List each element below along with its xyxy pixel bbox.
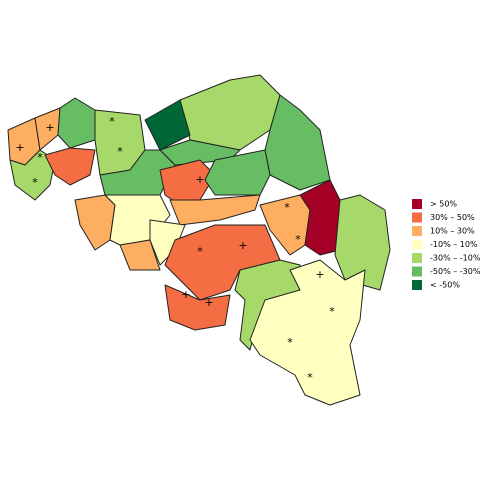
markers: + + * * * * * + * * + + + + * * * (15, 115, 335, 384)
legend-swatch (412, 253, 422, 263)
legend-label: < -50% (430, 281, 460, 290)
region (249, 259, 366, 406)
marker: + (15, 141, 24, 154)
region (119, 239, 161, 271)
marker: + (181, 288, 190, 301)
marker: * (284, 201, 290, 214)
marker: + (195, 173, 204, 186)
region (44, 147, 96, 186)
legend-swatch (412, 226, 422, 236)
legend-swatch (412, 239, 422, 250)
region (144, 99, 191, 151)
region (299, 179, 341, 256)
legend-swatch (412, 280, 422, 290)
marker: * (307, 371, 313, 384)
legend-label: > 50% (430, 200, 457, 209)
legend-swatch (412, 199, 422, 209)
marker: * (32, 176, 38, 189)
marker: + (45, 121, 54, 134)
legend-label: 10% – 30% (430, 227, 475, 236)
legend-swatch (412, 266, 422, 277)
marker: * (109, 115, 115, 128)
marker: * (117, 145, 123, 158)
marker: * (197, 245, 203, 258)
region (74, 194, 116, 251)
region (334, 194, 391, 291)
regions (7, 74, 391, 406)
region (9, 149, 56, 201)
legend-label: -50% – -30% (430, 267, 480, 276)
marker: * (329, 305, 335, 318)
region (164, 284, 231, 331)
region (164, 224, 281, 301)
marker: + (204, 296, 213, 309)
marker: * (287, 336, 293, 349)
marker: * (37, 151, 43, 164)
legend-label: -10% – 10% (430, 240, 478, 249)
marker: + (238, 239, 247, 252)
region (169, 194, 261, 226)
legend-label: 30% – 50% (430, 213, 475, 222)
region (57, 97, 96, 149)
legend: > 50% 30% – 50% 10% – 30% -10% – 10% -30% – … (412, 199, 480, 290)
legend-label: -30% – -10% (430, 254, 480, 263)
marker: * (295, 233, 301, 246)
legend-swatch (412, 212, 422, 223)
region (179, 74, 281, 151)
marker: + (315, 268, 324, 281)
